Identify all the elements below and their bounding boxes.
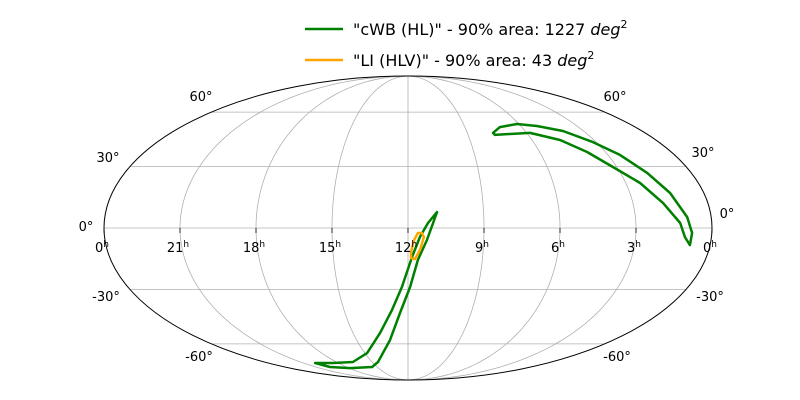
ra-tick-unit: h	[635, 240, 641, 250]
dec-tick-label-right: -60°	[603, 350, 631, 365]
ra-tick-value: 3	[627, 241, 635, 256]
dec-tick-label-left: 60°	[189, 90, 212, 105]
ra-tick-label: 15h	[319, 240, 341, 256]
dec-tick-label-right: -30°	[696, 290, 724, 305]
ra-tick-label: 18h	[243, 240, 265, 256]
contour-cwb	[313, 210, 439, 370]
ra-tick-value: 12	[395, 241, 412, 256]
dec-tick-label-right: 30°	[691, 146, 714, 161]
ra-tick-value: 6	[551, 241, 559, 256]
ra-tick-value: 9	[475, 241, 483, 256]
legend-unit: deg	[590, 20, 620, 39]
ra-tick-label: 12h	[395, 240, 417, 256]
ra-tick-unit: h	[559, 240, 565, 250]
ra-tick-unit: h	[335, 240, 341, 250]
ra-tick-unit: h	[183, 240, 189, 250]
dec-tick-label-left: 30°	[96, 151, 119, 166]
ra-tick-label: 3h	[627, 240, 641, 256]
ra-tick-label: 9h	[475, 240, 489, 256]
legend-label: "cWB (HL)" - 90% area: 1227 deg2	[353, 18, 628, 39]
legend-label: "LI (HLV)" - 90% area: 43 deg2	[353, 49, 594, 70]
ra-tick-unit: h	[411, 240, 417, 250]
legend-unit: deg	[557, 51, 587, 70]
contour-cwb	[491, 122, 694, 247]
ra-tick-label: 6h	[551, 240, 565, 256]
ra-tick-value: 0	[703, 241, 711, 256]
legend-exponent: 2	[621, 18, 628, 31]
dec-tick-label-right: 60°	[603, 90, 626, 105]
ra-tick-value: 21	[167, 241, 184, 256]
dec-tick-label-right: 0°	[720, 207, 735, 222]
contours	[313, 122, 694, 370]
ticks: 0h 21h 18h 15h 12h 9h 6h 3h 0h60°30°0°-30°-60°60…	[79, 90, 735, 365]
legend-text: "cWB (HL)" - 90% area: 1227	[353, 20, 590, 39]
ra-tick-unit: h	[483, 240, 489, 250]
ra-tick-value: 0	[95, 241, 103, 256]
legend-exponent: 2	[587, 49, 594, 62]
ra-tick-unit: h	[259, 240, 265, 250]
ra-tick-value: 18	[243, 241, 260, 256]
ra-tick-label: 0h	[95, 240, 109, 256]
dec-tick-label-left: -60°	[185, 350, 213, 365]
dec-tick-label-left: 0°	[79, 220, 94, 235]
contour-li	[409, 231, 426, 261]
dec-tick-label-left: -30°	[92, 290, 120, 305]
ra-tick-label: 21h	[167, 240, 189, 256]
ra-tick-unit: h	[711, 240, 717, 250]
ra-tick-unit: h	[103, 240, 109, 250]
ra-tick-value: 15	[319, 241, 336, 256]
ra-tick-label: 0h	[703, 240, 717, 256]
legend: "cWB (HL)" - 90% area: 1227 deg2"LI (HLV…	[305, 18, 628, 70]
legend-text: "LI (HLV)" - 90% area: 43	[353, 51, 557, 70]
